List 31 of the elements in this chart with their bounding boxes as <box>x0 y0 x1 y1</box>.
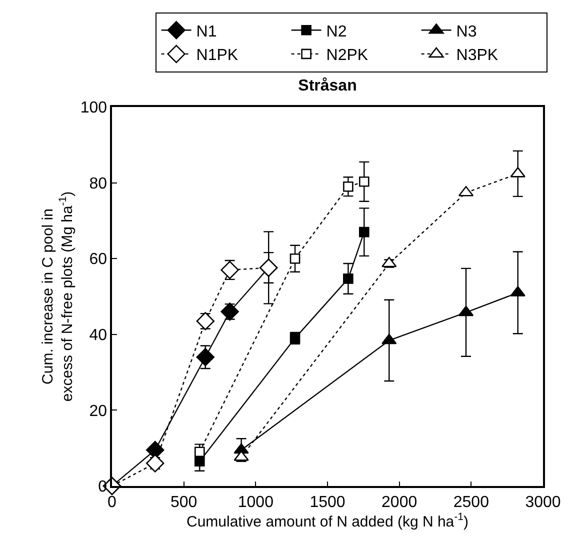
point <box>290 253 300 264</box>
legend-label: N3PK <box>456 47 498 64</box>
x-tick-label: 1500 <box>310 494 346 511</box>
x-tick-label: 2000 <box>382 494 418 511</box>
legend-label: N3 <box>456 23 477 40</box>
y-tick-label: 80 <box>89 175 108 192</box>
x-tick-label: 500 <box>170 494 198 511</box>
legend-label: N2PK <box>326 47 368 64</box>
point <box>382 256 397 268</box>
x-tick-label: 3000 <box>525 494 561 511</box>
x-tick-label: 1000 <box>238 494 274 511</box>
x-axis-title: Cumulative amount of N added (kg N ha$^{-1}$) <box>186 511 468 530</box>
point <box>358 226 370 238</box>
chart-title: Stråsan <box>298 76 357 95</box>
legend-label: N1 <box>196 23 217 40</box>
y-tick-label: 20 <box>89 402 108 420</box>
y-tick-label: 60 <box>89 251 108 268</box>
point <box>196 348 214 366</box>
point <box>196 312 214 330</box>
point <box>343 274 354 284</box>
x-tick-label: 2500 <box>453 494 490 511</box>
point <box>146 454 164 472</box>
legend-label: N2 <box>326 23 347 40</box>
point <box>343 181 354 192</box>
y-tick-label: 100 <box>80 100 108 117</box>
legend-label: N1PK <box>196 47 238 64</box>
point <box>358 176 370 187</box>
y-tick-label: 40 <box>89 327 108 344</box>
point <box>220 260 239 280</box>
point <box>220 302 239 321</box>
point <box>382 334 397 344</box>
